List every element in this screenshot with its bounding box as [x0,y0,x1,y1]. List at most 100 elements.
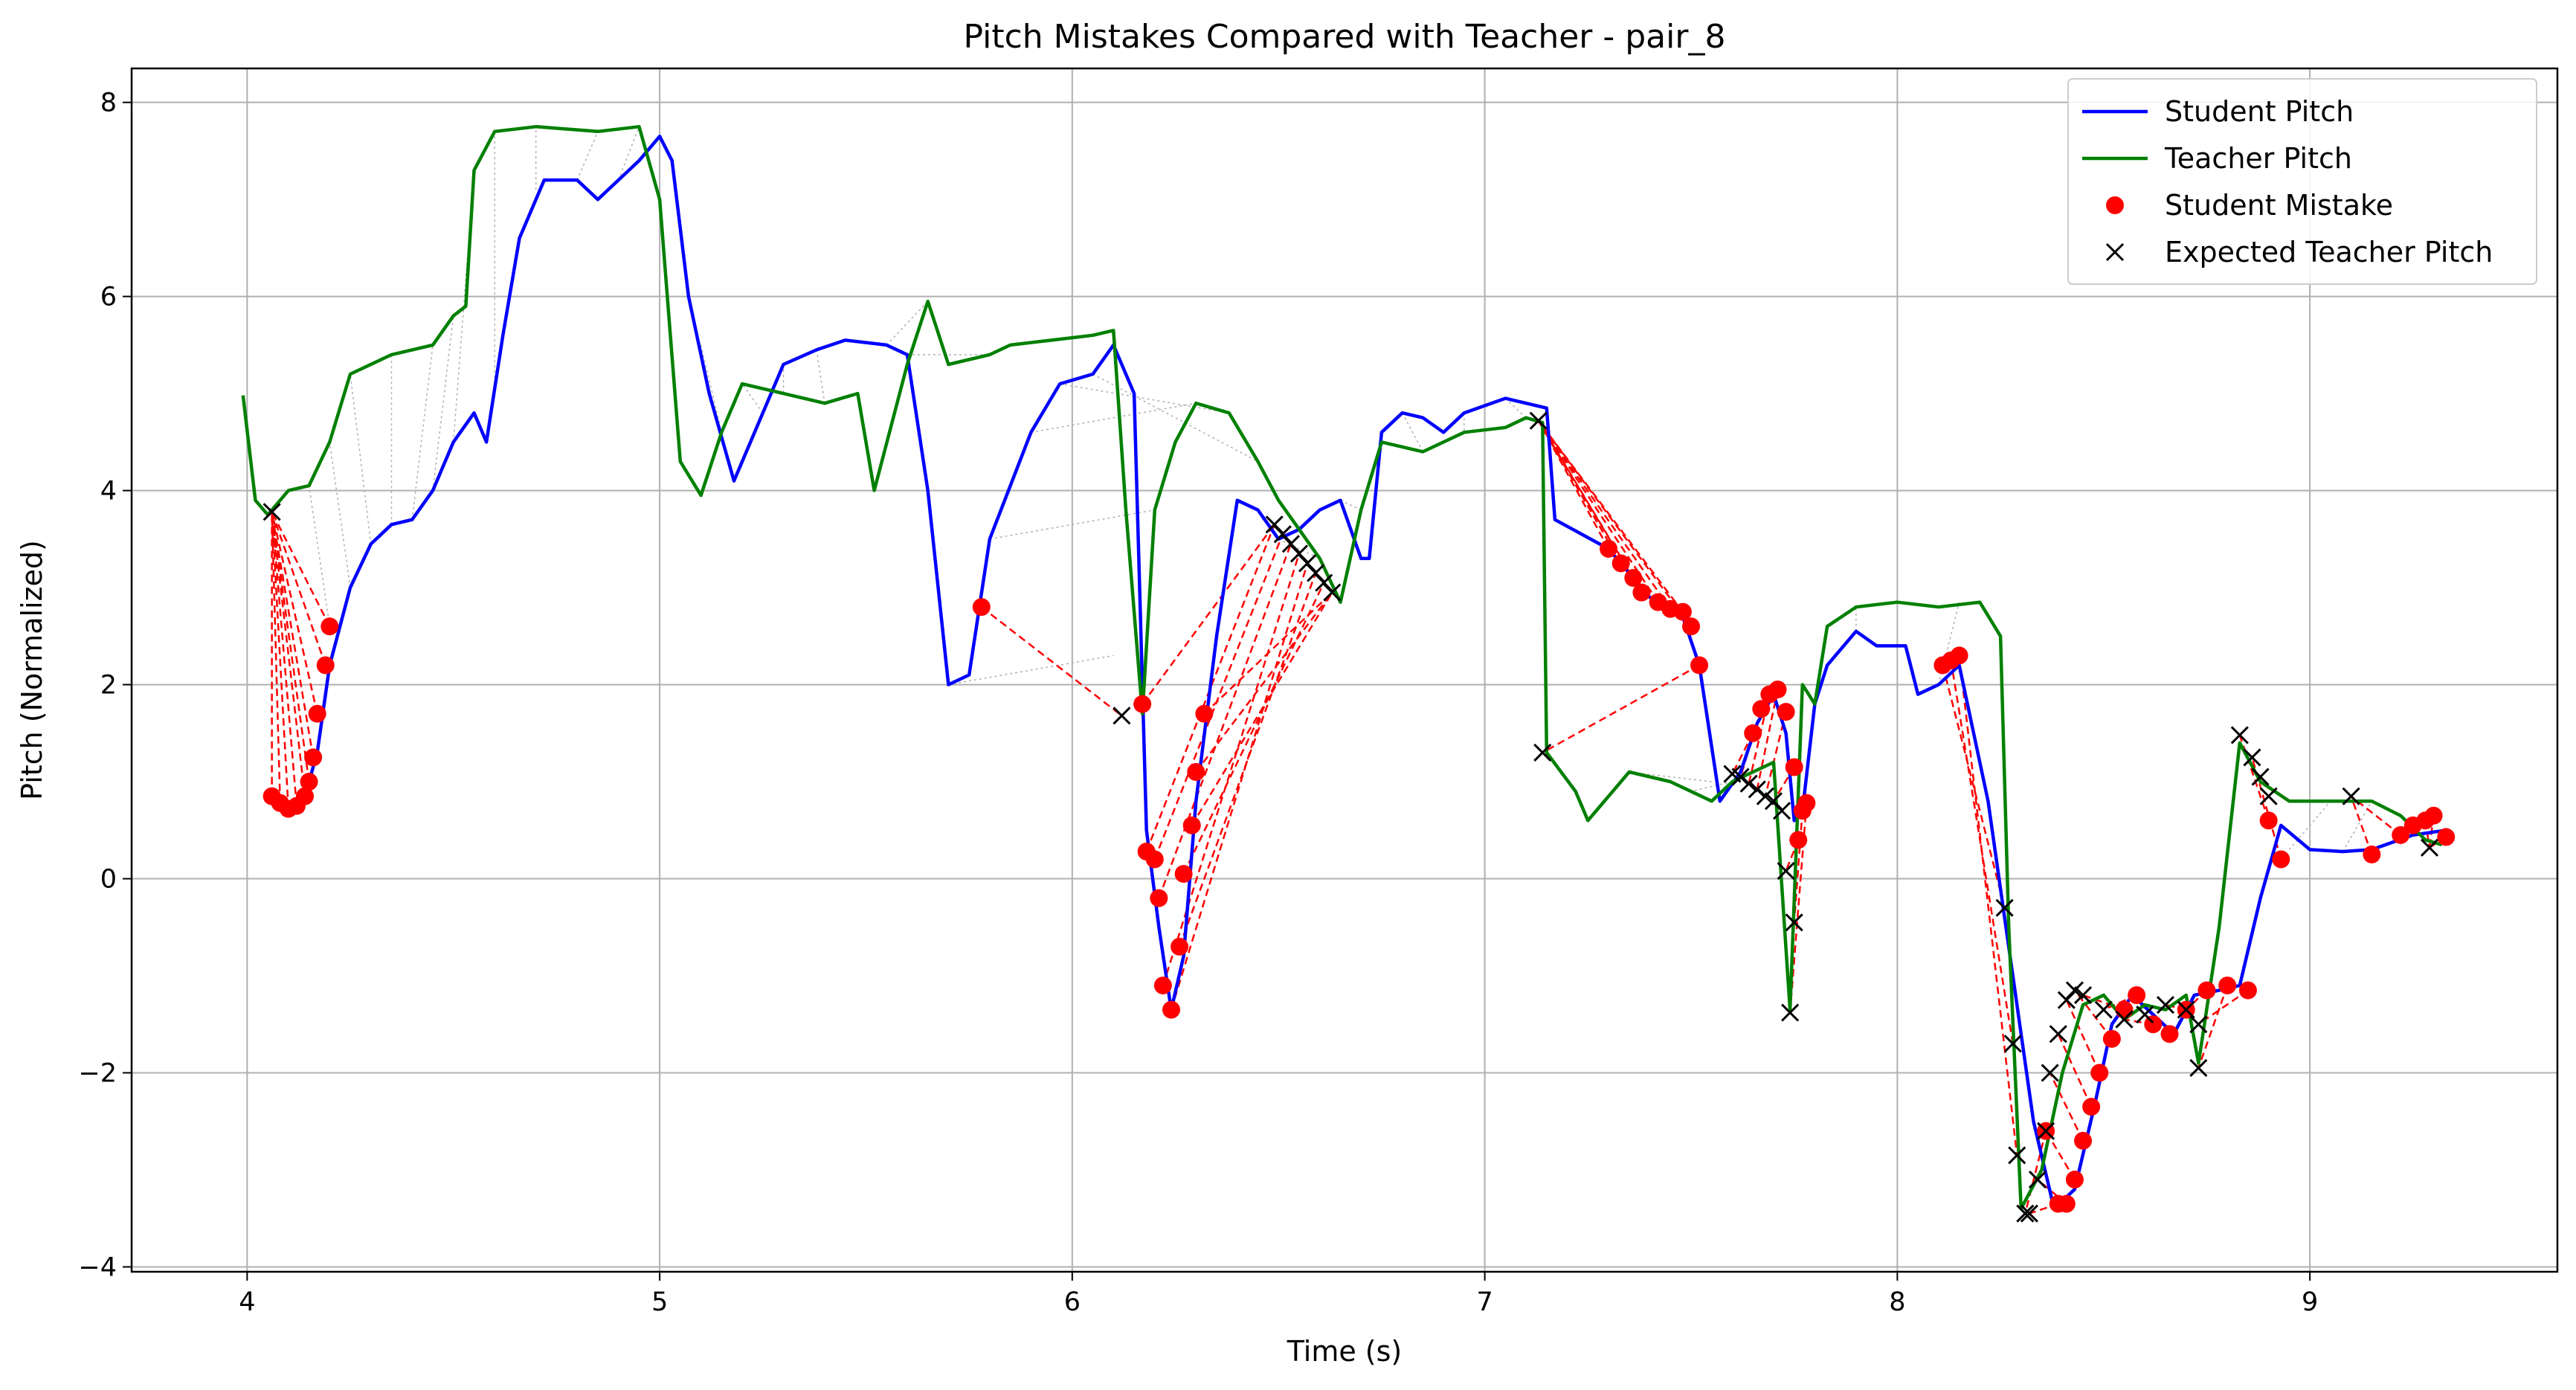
mistake-link [1191,591,1333,826]
alignment-link [2288,800,2331,850]
expected-cross [1739,774,1758,793]
legend-label: Expected Teacher Pitch [2165,236,2493,268]
mistake-link [1793,811,1804,923]
alignment-link [1340,499,1362,511]
expected-cross [2115,1010,2134,1029]
mistake-dot [2115,1000,2134,1019]
alignment-link [1690,781,1733,792]
mistake-dot [2160,1025,2179,1043]
axis-ticks: 4 5 6 7 8 9 −4 −2 0 2 4 6 8 [78,89,2318,1317]
x-tick-label: 6 [1064,1287,1081,1317]
legend-dot-swatch [2106,196,2124,214]
mistake-dot [1785,758,1803,776]
mistake-link [2049,1072,2084,1142]
expected-cross [2243,748,2261,767]
mistake-dot [2363,845,2381,863]
alignment-link [350,373,372,544]
mistake-dot [2424,806,2443,825]
mistake-dot [1153,976,1172,995]
expected-cross [2342,787,2360,805]
mistake-link [1958,655,2018,1156]
mistake-dot [2437,828,2456,846]
expected-cross [2041,1064,2059,1082]
expected-cross [2028,1170,2047,1189]
mistake-dot [1797,794,1816,812]
mistake-dot [2057,1194,2076,1213]
mistake-dot [1600,539,1618,558]
expected-cross [2189,1058,2208,1078]
legend-cross-swatch [2105,242,2125,262]
plot-frame [130,67,2559,1273]
mistake-dot [1174,865,1193,884]
legend-item: Expected Teacher Pitch [2105,236,2493,268]
expected-cross [2189,1015,2208,1034]
mistake-link [271,512,290,809]
expected-cross [1323,583,1342,602]
mistake-dot [1162,1000,1180,1019]
expected-cross [1772,802,1791,820]
mistake-dot [1187,763,1205,782]
mistake-link [271,512,306,797]
expected-cross [263,503,281,521]
mistake-link [1542,664,1700,754]
mistake-link [1537,419,1693,628]
mistake-dot [2128,986,2146,1005]
alignment-link [989,509,1155,540]
expected-cross [1995,898,2014,917]
expected-cross [2177,1000,2195,1019]
mistake-dot [1777,703,1795,721]
y-tick-label: 0 [100,865,117,895]
y-tick-label: 8 [100,89,117,118]
mistake-link [1153,533,1284,860]
mistake-link [2197,985,2229,1069]
y-tick-label: 4 [100,477,117,506]
expected-cross [1529,411,1548,430]
series-lines [241,125,2447,1211]
legend-label: Student Pitch [2165,95,2354,128]
mistake-dot [1171,937,1189,956]
expected-cross [1781,1003,1800,1022]
alignment-link [432,315,454,491]
mistake-link [2057,1033,2093,1107]
expected-cross [2020,1204,2038,1223]
mistake-link [1170,563,1309,1011]
legend-item: Student Mistake [2106,189,2393,222]
grid-lines [132,68,2557,1272]
alignment-link [700,344,723,433]
expected-cross [1785,913,1803,932]
mistake-dot [1744,724,1762,742]
y-tick-label: 6 [100,283,117,312]
expected-cross [2251,768,2270,786]
expected-cross [1112,707,1131,725]
alignment-link [1031,402,1197,434]
mistake-link [2024,1130,2047,1214]
y-tick-label: −4 [78,1252,117,1282]
mistake-link [271,512,298,806]
chart-title: Pitch Mistakes Compared with Teacher - p… [964,18,1726,56]
mistake-dot [2259,811,2278,830]
mistake-link [1537,419,1672,610]
legend-label: Student Mistake [2165,189,2393,222]
mistake-dot [2102,1029,2121,1048]
mistake-link [1195,591,1333,773]
mistake-dot [2238,981,2257,1000]
mistake-link [1145,524,1275,852]
mistake-link [271,512,318,714]
mistake-link [981,606,1123,717]
mistake-link [1537,420,1635,579]
alignment-link [617,126,640,181]
mistake-dot [316,656,335,675]
expected-cross [1777,862,1795,881]
alignment-link [1278,538,1321,559]
x-tick-label: 9 [2302,1287,2318,1317]
mistake-dot [300,773,318,791]
expected-cross [1756,787,1774,805]
expected-cross [2094,1000,2113,1019]
mistake-dot [2082,1098,2101,1116]
expected-cross [2230,726,2249,744]
mistake-dot [321,617,339,636]
y-tick-label: 2 [100,671,117,701]
alignment-link [329,442,351,588]
mistake-link [271,511,331,627]
mistake-link [1756,689,1779,790]
